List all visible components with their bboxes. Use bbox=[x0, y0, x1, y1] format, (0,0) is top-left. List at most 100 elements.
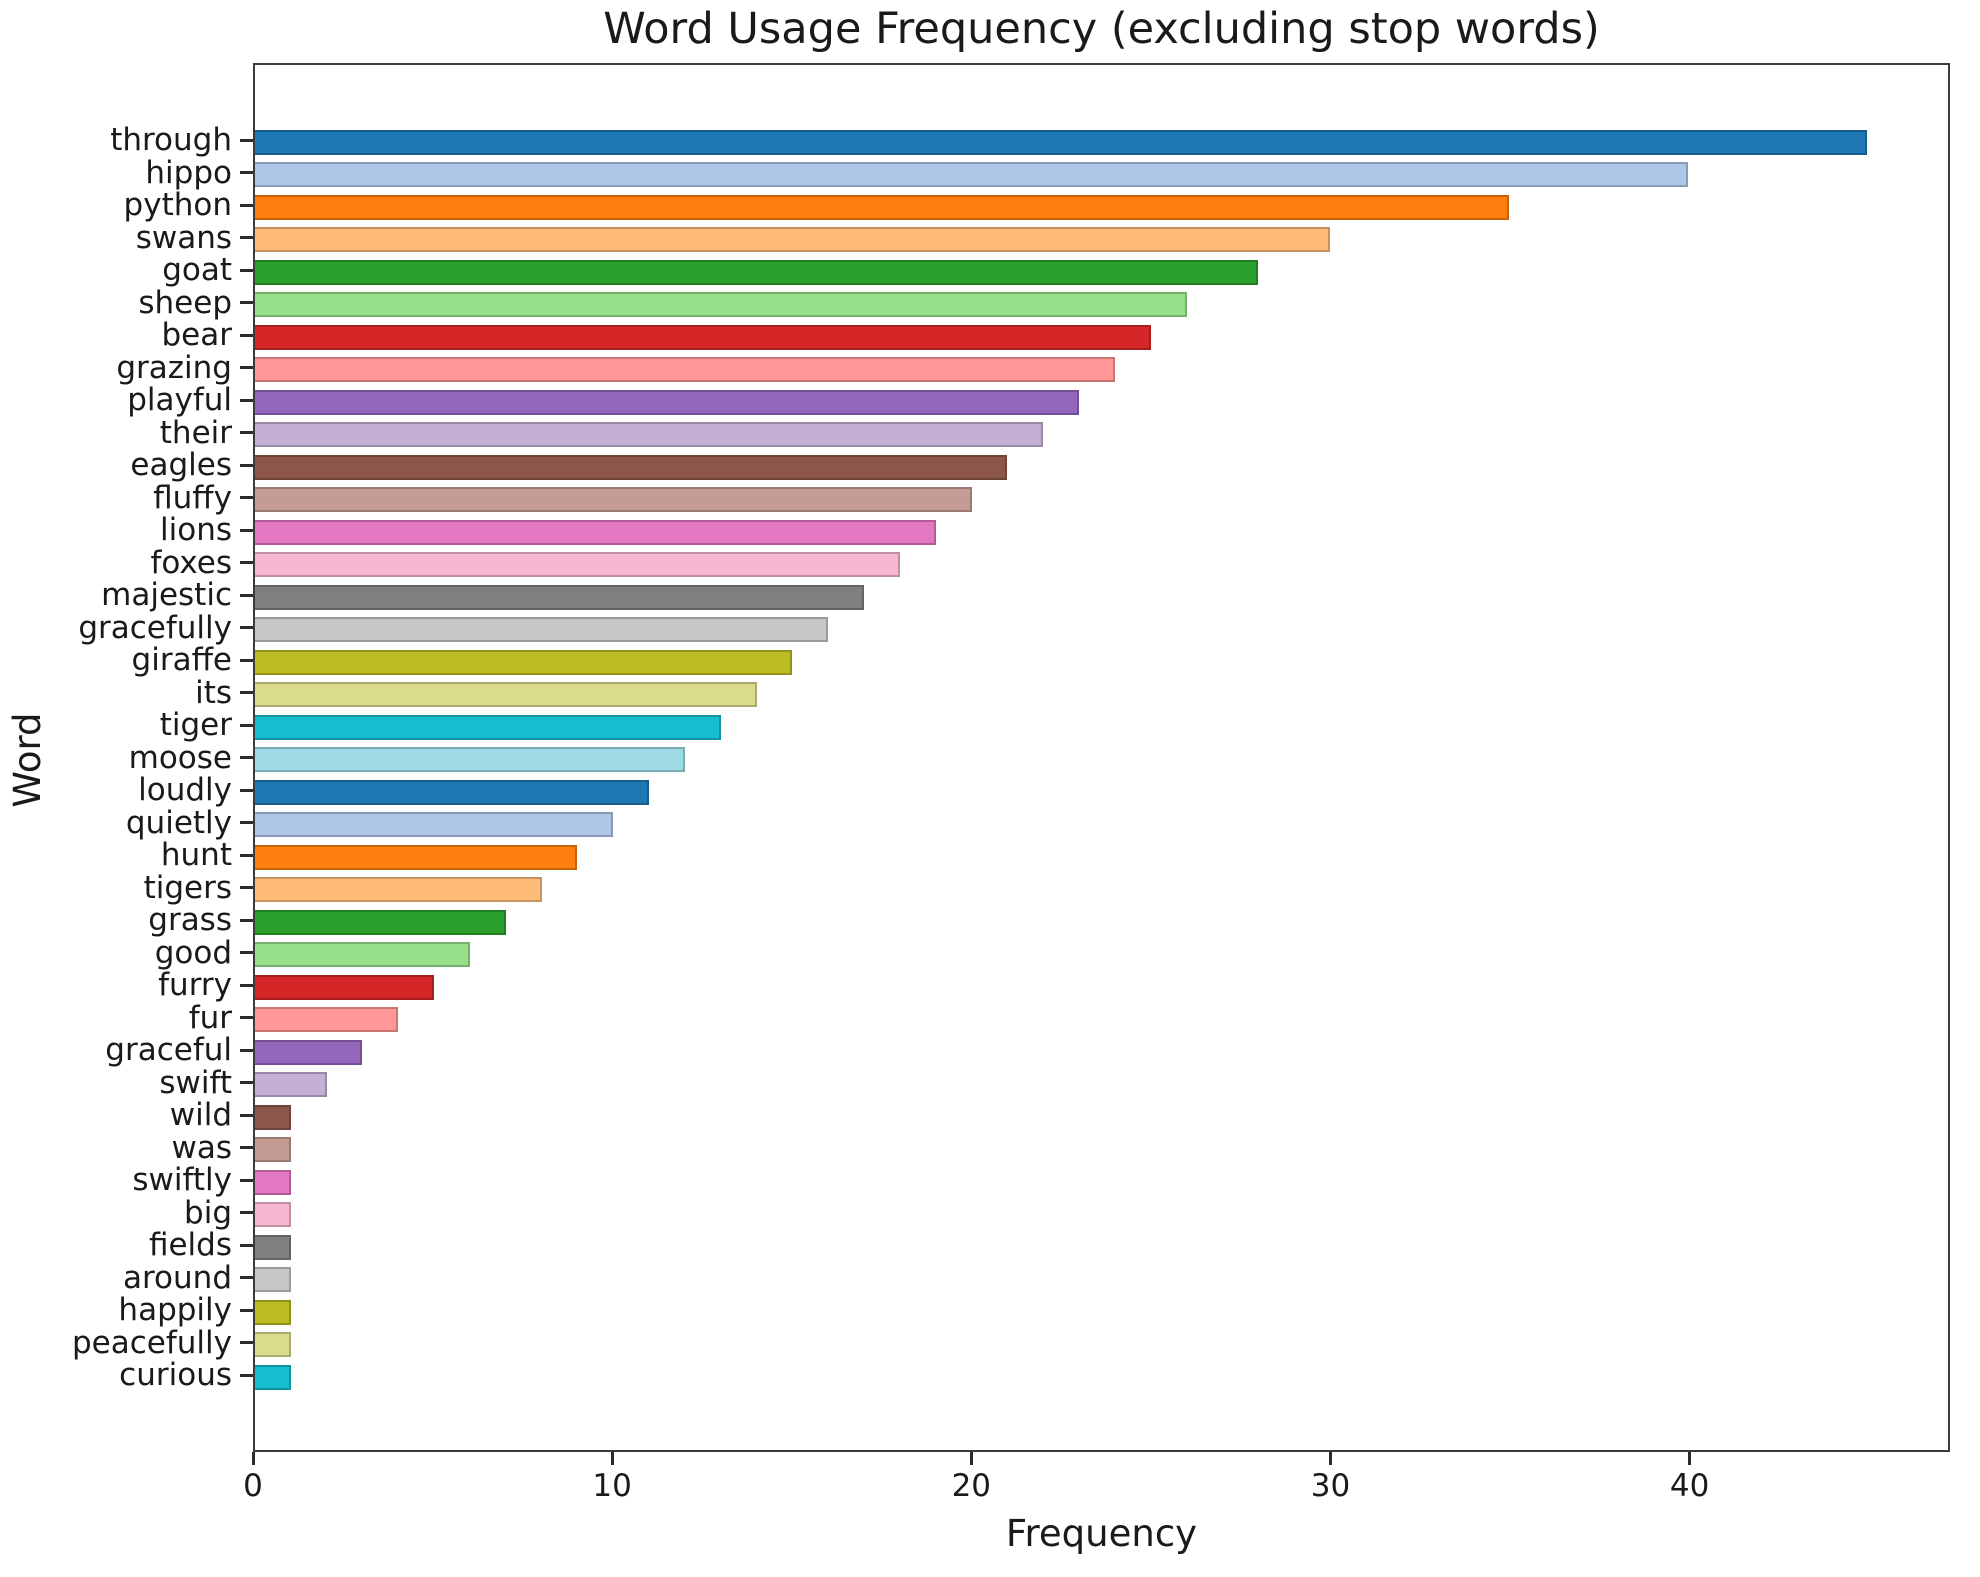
y-tick-label: their bbox=[159, 414, 232, 451]
y-tick-label: sheep bbox=[138, 284, 232, 321]
y-tick-label: hunt bbox=[160, 837, 232, 873]
bar-hunt bbox=[255, 844, 578, 870]
bar-grass bbox=[255, 909, 506, 935]
y-tick bbox=[240, 333, 253, 337]
y-tick-label: swift bbox=[159, 1064, 232, 1101]
bar-through bbox=[255, 129, 1868, 155]
bar-moose bbox=[255, 747, 685, 772]
y-tick-label: python bbox=[123, 187, 232, 223]
y-tick bbox=[240, 1276, 253, 1279]
y-tick bbox=[240, 951, 253, 954]
y-tick bbox=[240, 593, 253, 597]
y-tick-label: lions bbox=[160, 512, 232, 548]
y-tick-label: moose bbox=[128, 739, 232, 776]
y-tick-label: around bbox=[123, 1259, 232, 1296]
y-tick bbox=[240, 463, 253, 467]
y-tick bbox=[240, 886, 253, 889]
y-tick bbox=[240, 1016, 253, 1019]
bar-grazing bbox=[255, 357, 1115, 382]
y-tick-label: happily bbox=[118, 1292, 232, 1328]
y-tick-label: giraffe bbox=[131, 642, 232, 678]
y-tick bbox=[240, 691, 253, 694]
x-tick bbox=[610, 1452, 614, 1465]
y-tick bbox=[240, 301, 253, 304]
bar-furry bbox=[255, 974, 435, 1000]
bar-tiger bbox=[255, 714, 721, 740]
x-tick bbox=[1328, 1452, 1332, 1465]
bar-wild bbox=[255, 1104, 291, 1130]
y-tick bbox=[240, 1373, 253, 1377]
y-tick-label: quietly bbox=[125, 804, 232, 841]
bar-gracefully bbox=[255, 617, 829, 642]
y-tick bbox=[240, 1146, 253, 1149]
y-tick bbox=[240, 853, 253, 857]
bar-fluffy bbox=[255, 487, 972, 512]
y-tick bbox=[240, 561, 253, 564]
x-tick-label: 40 bbox=[1669, 1468, 1710, 1504]
y-tick-label: wild bbox=[169, 1097, 232, 1133]
bar-eagles bbox=[255, 454, 1008, 480]
y-tick-label: bear bbox=[161, 317, 233, 353]
x-tick bbox=[969, 1452, 973, 1465]
bar-fur bbox=[255, 1007, 399, 1032]
bar-peacefully bbox=[255, 1332, 291, 1357]
bar-its bbox=[255, 682, 757, 707]
bar-hippo bbox=[255, 162, 1689, 187]
bar-good bbox=[255, 942, 470, 967]
y-tick bbox=[240, 1113, 253, 1117]
y-tick-label: its bbox=[195, 674, 232, 711]
y-tick bbox=[240, 171, 253, 174]
x-tick-label: 10 bbox=[592, 1468, 632, 1504]
bar-happily bbox=[255, 1299, 291, 1325]
y-tick-label: grass bbox=[148, 902, 232, 938]
y-tick-label: graceful bbox=[105, 1032, 232, 1068]
bar-sheep bbox=[255, 292, 1187, 317]
y-tick bbox=[240, 626, 253, 629]
y-tick-label: was bbox=[171, 1129, 232, 1166]
y-tick bbox=[240, 268, 253, 272]
bar-foxes bbox=[255, 552, 900, 577]
y-tick-label: peacefully bbox=[72, 1324, 232, 1361]
y-tick-label: loudly bbox=[138, 772, 232, 808]
y-tick bbox=[240, 528, 253, 532]
y-tick-label: majestic bbox=[101, 577, 232, 613]
plot-area bbox=[253, 63, 1950, 1452]
y-tick bbox=[240, 236, 253, 239]
y-tick bbox=[240, 496, 253, 499]
y-tick bbox=[240, 1048, 253, 1052]
y-tick bbox=[240, 203, 253, 207]
y-tick bbox=[240, 1211, 253, 1214]
bar-lions bbox=[255, 519, 936, 545]
y-tick-label: fields bbox=[148, 1227, 232, 1263]
bar-bear bbox=[255, 324, 1151, 350]
y-tick bbox=[240, 918, 253, 922]
y-tick-label: foxes bbox=[150, 544, 232, 581]
y-tick-label: playful bbox=[127, 382, 232, 418]
y-tick bbox=[240, 1341, 253, 1344]
bar-was bbox=[255, 1137, 291, 1162]
y-tick-label: tigers bbox=[143, 869, 232, 906]
y-tick-label: through bbox=[110, 122, 232, 158]
bar-majestic bbox=[255, 584, 865, 610]
y-tick bbox=[240, 788, 253, 792]
x-tick bbox=[1688, 1452, 1692, 1465]
y-tick-label: grazing bbox=[116, 349, 232, 386]
x-tick-label: 0 bbox=[243, 1468, 263, 1504]
y-tick-label: tiger bbox=[159, 707, 232, 743]
bar-quietly bbox=[255, 812, 614, 837]
y-tick-label: good bbox=[154, 934, 232, 971]
bar-graceful bbox=[255, 1039, 363, 1065]
bar-curious bbox=[255, 1364, 291, 1390]
bar-goat bbox=[255, 259, 1259, 285]
y-tick bbox=[240, 431, 253, 434]
y-tick bbox=[240, 821, 253, 824]
bar-swiftly bbox=[255, 1169, 291, 1195]
y-tick bbox=[240, 658, 253, 662]
chart-title: Word Usage Frequency (excluding stop wor… bbox=[603, 4, 1600, 54]
bar-playful bbox=[255, 389, 1080, 415]
y-tick bbox=[240, 1081, 253, 1084]
y-tick-label: big bbox=[184, 1194, 232, 1231]
bar-swans bbox=[255, 227, 1330, 252]
bar-around bbox=[255, 1267, 291, 1292]
